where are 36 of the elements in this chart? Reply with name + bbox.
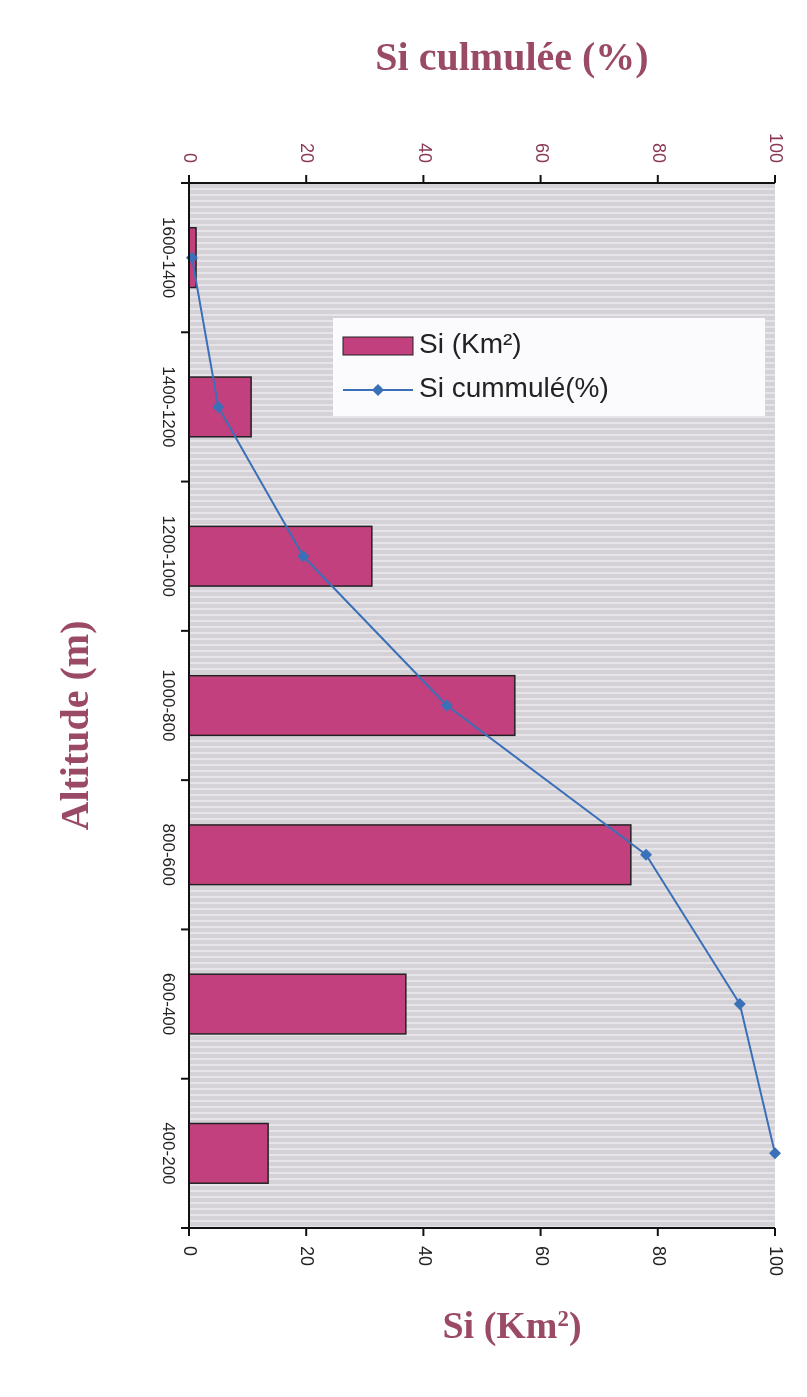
bar [188, 824, 632, 886]
bar [188, 525, 373, 587]
y-tick-label: 1600-1400 [158, 216, 178, 299]
x-tick-label: 0 [180, 1246, 201, 1257]
x2-tick-label: 60 [531, 142, 552, 163]
x2-tick-label: 20 [297, 142, 318, 163]
bar [188, 376, 252, 438]
x-tick-label: 80 [649, 1246, 670, 1267]
x-tick-label: 60 [531, 1246, 552, 1267]
x2-tick-label: 40 [414, 142, 435, 163]
y-tick-label: 1400-1200 [158, 366, 178, 448]
y-axis-title: Altitude (m) [52, 620, 97, 831]
point [297, 550, 310, 563]
x-tick-label: 40 [414, 1246, 435, 1267]
bar [188, 674, 516, 737]
x-tick-label: 100 [766, 1246, 787, 1277]
x-tick-label: 20 [297, 1246, 318, 1267]
y-tick-label: 800-600 [158, 823, 178, 886]
x2-tick-label: 0 [180, 152, 201, 163]
y-tick-label: 1200-1000 [158, 515, 178, 597]
y-tick-label: 1000-800 [158, 669, 178, 742]
x2-tick-label: 100 [766, 132, 787, 163]
legend-label: Si (Km²) [419, 328, 522, 360]
x-axis-title: Si (Km$^{2}$) [442, 1304, 582, 1347]
point [769, 1147, 781, 1160]
point [640, 848, 653, 861]
point [212, 400, 225, 413]
bar [188, 973, 407, 1035]
bar [188, 1122, 269, 1184]
y-tick-label: 600-400 [158, 972, 178, 1036]
point [440, 699, 453, 712]
chart-title: Si culmulée (%) [375, 34, 649, 79]
y-tick-label: 400-200 [158, 1122, 178, 1185]
x2-tick-label: 80 [649, 142, 670, 163]
legend-label: Si cummulé(%) [419, 372, 609, 404]
point [733, 998, 746, 1011]
